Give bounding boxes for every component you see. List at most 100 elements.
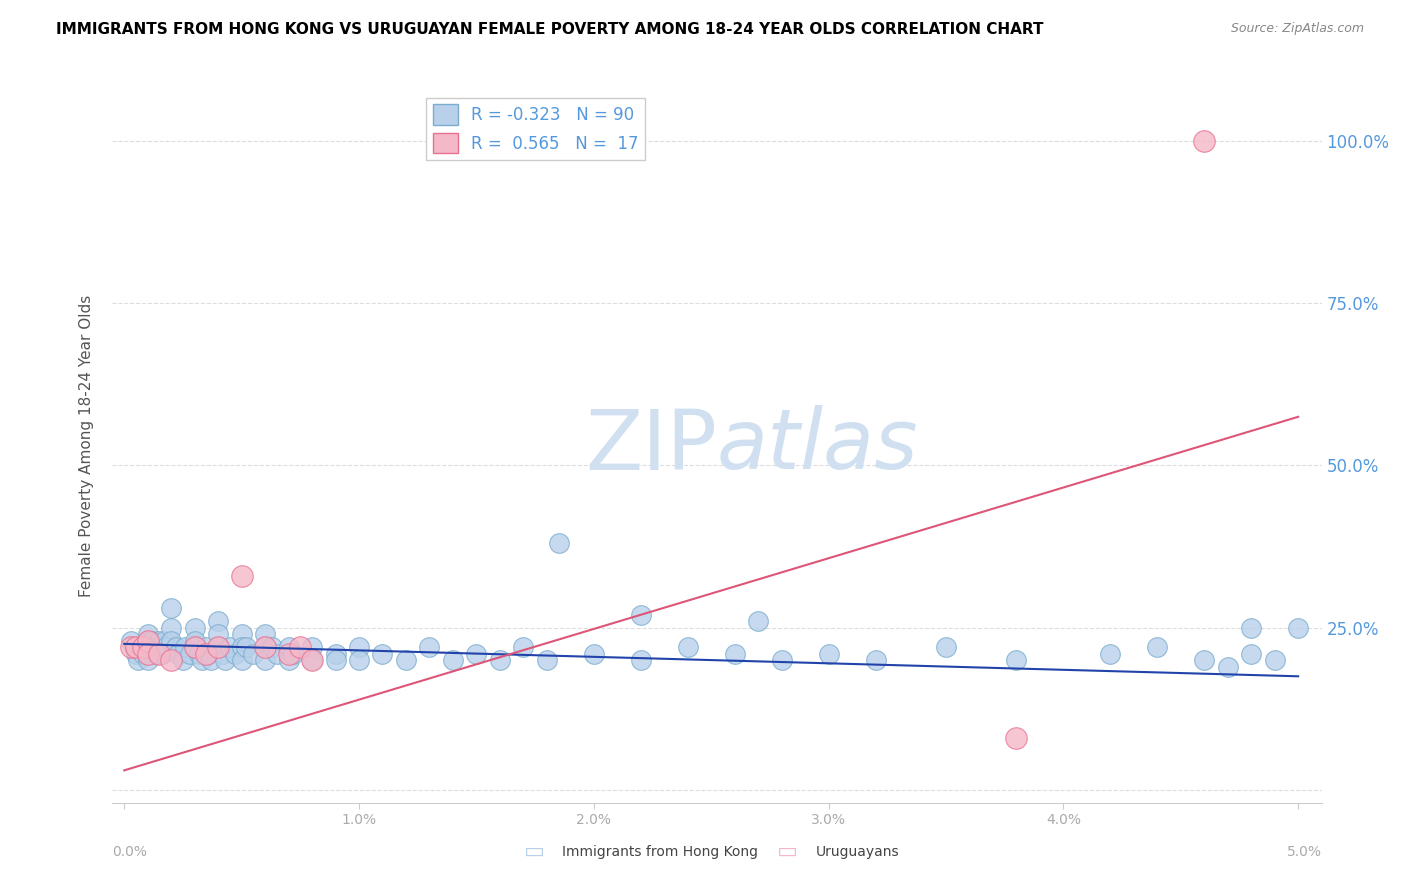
Point xyxy=(465,647,488,661)
Point xyxy=(231,627,253,641)
Point xyxy=(174,640,197,654)
Point xyxy=(254,640,277,654)
Point xyxy=(122,640,145,654)
Point xyxy=(254,640,277,654)
Point xyxy=(283,647,305,661)
Point xyxy=(242,647,264,661)
Point xyxy=(167,647,190,661)
Point xyxy=(136,627,159,641)
Point xyxy=(148,647,170,661)
Point xyxy=(1194,134,1216,148)
Text: ZIP: ZIP xyxy=(585,406,717,486)
Point xyxy=(1286,621,1309,635)
Point xyxy=(143,640,166,654)
Point xyxy=(1240,647,1263,661)
Point xyxy=(214,653,236,667)
Point xyxy=(195,647,218,661)
Point xyxy=(160,621,183,635)
Point xyxy=(676,640,699,654)
Point xyxy=(724,647,747,661)
Point xyxy=(132,647,155,661)
Point xyxy=(231,568,253,582)
Text: ▭: ▭ xyxy=(778,842,797,862)
Point xyxy=(146,647,169,661)
Point xyxy=(136,633,159,648)
Point xyxy=(301,653,323,667)
Point xyxy=(512,640,534,654)
Text: 5.0%: 5.0% xyxy=(1286,845,1322,859)
Point xyxy=(150,647,173,661)
Point xyxy=(747,614,769,628)
Legend: R = -0.323   N = 90, R =  0.565   N =  17: R = -0.323 N = 90, R = 0.565 N = 17 xyxy=(426,97,645,160)
Text: Immigrants from Hong Kong: Immigrants from Hong Kong xyxy=(562,845,758,859)
Point xyxy=(190,653,212,667)
Point xyxy=(207,627,229,641)
Point xyxy=(1194,653,1216,667)
Point xyxy=(183,640,205,654)
Point xyxy=(325,647,347,661)
Point xyxy=(301,640,323,654)
Point xyxy=(160,633,183,648)
Text: atlas: atlas xyxy=(717,406,918,486)
Point xyxy=(630,653,652,667)
Point xyxy=(160,653,183,667)
Point xyxy=(132,640,155,654)
Text: IMMIGRANTS FROM HONG KONG VS URUGUAYAN FEMALE POVERTY AMONG 18-24 YEAR OLDS CORR: IMMIGRANTS FROM HONG KONG VS URUGUAYAN F… xyxy=(56,22,1043,37)
Point xyxy=(1264,653,1286,667)
Point xyxy=(155,640,177,654)
Point xyxy=(1005,731,1028,745)
Point xyxy=(127,653,149,667)
Point xyxy=(254,653,277,667)
Point xyxy=(231,640,253,654)
Point xyxy=(136,653,159,667)
Point xyxy=(290,640,312,654)
Point xyxy=(165,640,187,654)
Point xyxy=(188,647,211,661)
Text: 0.0%: 0.0% xyxy=(112,845,148,859)
Point xyxy=(395,653,418,667)
Point xyxy=(136,640,159,654)
Point xyxy=(134,640,156,654)
Point xyxy=(125,647,148,661)
Text: ▭: ▭ xyxy=(524,842,544,862)
Point xyxy=(125,640,148,654)
Point xyxy=(817,647,839,661)
Point xyxy=(1146,640,1168,654)
Point xyxy=(160,601,183,615)
Point xyxy=(136,647,159,661)
Point xyxy=(148,640,170,654)
Point xyxy=(136,647,159,661)
Point xyxy=(865,653,887,667)
Point xyxy=(141,633,163,648)
Point xyxy=(325,653,347,667)
Point xyxy=(547,536,569,550)
Point xyxy=(195,640,218,654)
Point xyxy=(536,653,558,667)
Point xyxy=(207,640,229,654)
Point xyxy=(1216,659,1239,673)
Point xyxy=(183,640,205,654)
Point xyxy=(231,653,253,667)
Point xyxy=(371,647,394,661)
Point xyxy=(277,653,299,667)
Point xyxy=(207,640,229,654)
Point xyxy=(254,627,277,641)
Point xyxy=(218,640,240,654)
Point xyxy=(183,621,205,635)
Point xyxy=(277,647,299,661)
Point xyxy=(935,640,957,654)
Point xyxy=(148,633,170,648)
Point xyxy=(418,640,440,654)
Y-axis label: Female Poverty Among 18-24 Year Olds: Female Poverty Among 18-24 Year Olds xyxy=(79,295,94,597)
Point xyxy=(197,647,219,661)
Point xyxy=(1240,621,1263,635)
Point xyxy=(441,653,464,667)
Point xyxy=(235,640,257,654)
Point xyxy=(179,647,201,661)
Text: Uruguayans: Uruguayans xyxy=(815,845,898,859)
Point xyxy=(153,633,176,648)
Point xyxy=(1005,653,1028,667)
Point xyxy=(136,633,159,648)
Point xyxy=(347,640,370,654)
Point xyxy=(582,647,605,661)
